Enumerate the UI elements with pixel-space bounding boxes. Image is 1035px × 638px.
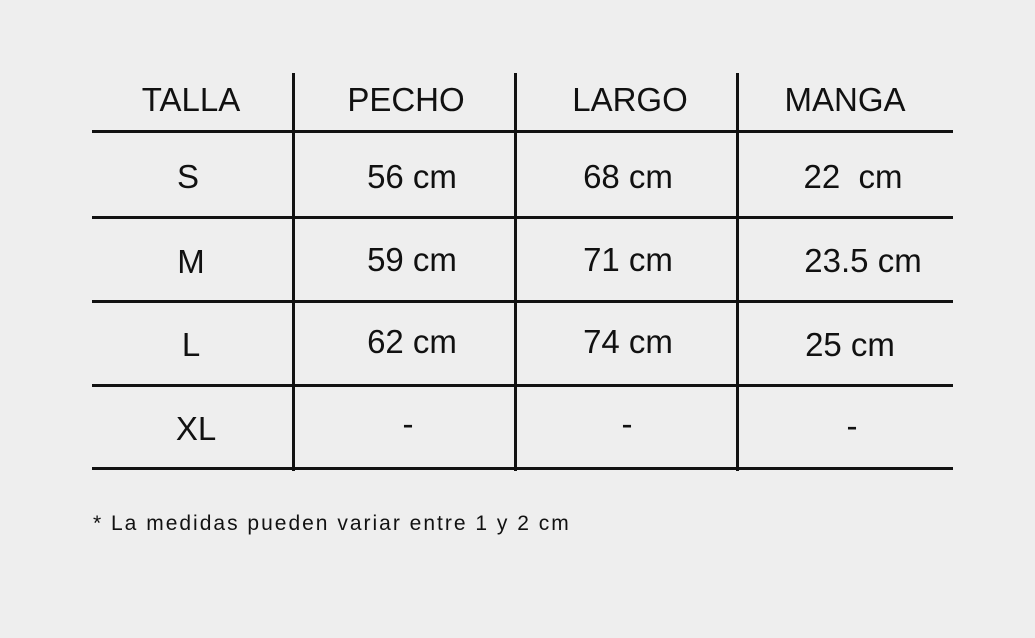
cell-size: XL	[175, 410, 217, 447]
row-divider	[92, 384, 953, 387]
cell-pecho: 59 cm	[367, 241, 457, 278]
cell-pecho: 62 cm	[367, 323, 457, 360]
cell-manga: -	[846, 407, 858, 444]
cell-pecho: 56 cm	[367, 158, 457, 195]
cell-manga: 22 cm	[803, 158, 903, 195]
cell-pecho: -	[402, 405, 414, 442]
cell-size: M	[177, 243, 205, 280]
column-divider	[736, 73, 739, 471]
header-largo: LARGO	[572, 81, 688, 118]
cell-largo: -	[621, 405, 633, 442]
footnote: * La medidas pueden variar entre 1 y 2 c…	[93, 512, 571, 535]
cell-largo: 71 cm	[583, 241, 673, 278]
cell-size: L	[181, 326, 201, 363]
row-divider	[92, 467, 953, 470]
column-divider	[514, 73, 517, 471]
row-divider	[92, 216, 953, 219]
row-divider	[92, 300, 953, 303]
cell-largo: 74 cm	[583, 323, 673, 360]
cell-manga: 23.5 cm	[804, 242, 922, 279]
header-talla: TALLA	[141, 81, 241, 118]
cell-size: S	[176, 158, 200, 195]
row-divider	[92, 130, 953, 133]
header-pecho: PECHO	[347, 81, 465, 118]
header-manga: MANGA	[784, 81, 906, 118]
column-divider	[292, 73, 295, 471]
cell-manga: 25 cm	[805, 326, 895, 363]
cell-largo: 68 cm	[583, 158, 673, 195]
